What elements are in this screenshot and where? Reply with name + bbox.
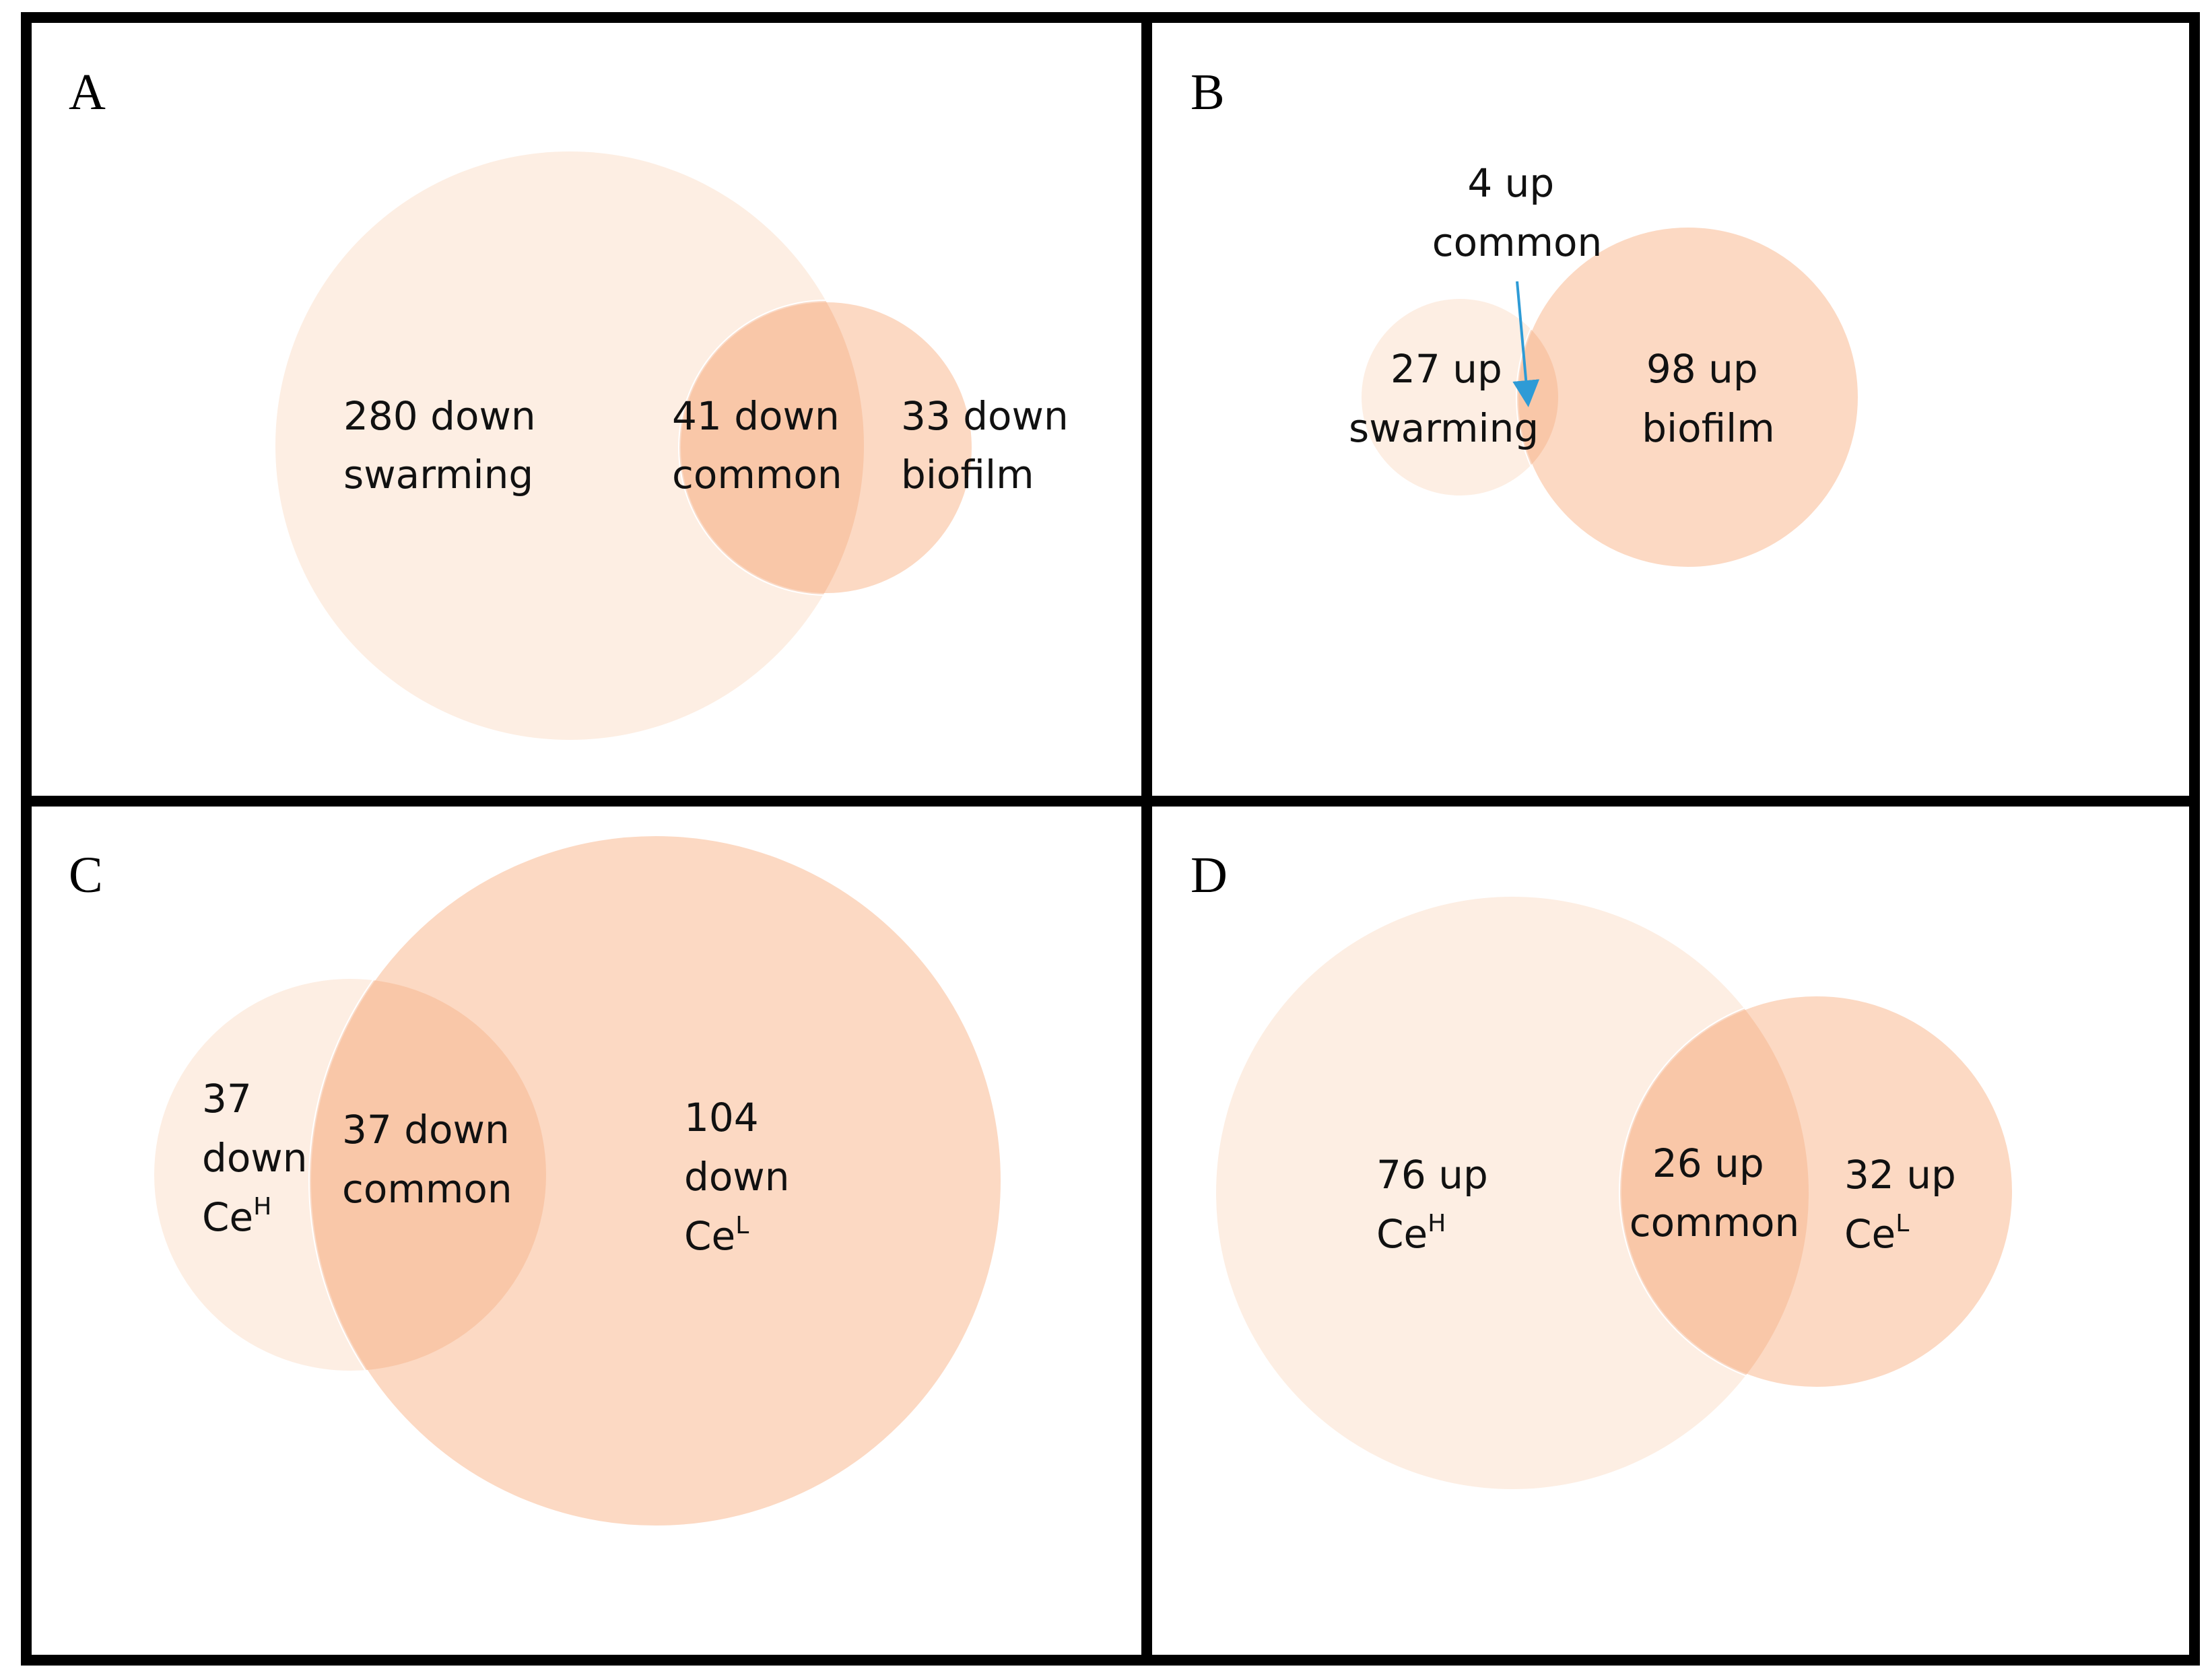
panel-b-swarming-circle [1362,299,1558,495]
panel-a-swarming-circle [275,151,864,740]
panel-b-biofilm-label: 98 up biofilm [1642,346,1775,451]
panel-d-overlap [1620,995,1809,1388]
panel-a-swarming-label: 280 down swarming [343,393,548,498]
panel-c-ceh-label: 37 down CeH [202,1076,320,1240]
panel-b-letter: B [1191,64,1225,121]
panel-a-biofilm-label: 33 down biofilm [901,393,1081,498]
panel-d-ceh-circle [1216,897,1809,1489]
panel-c-overlap [310,979,546,1371]
panel-d-letter: D [1191,847,1228,903]
panel-c-common-label: 37 down common [342,1107,522,1212]
panel-d-common-label: 26 up common [1630,1140,1800,1245]
panel-b-common-label: 4 up common [1432,160,1603,265]
panel-grid [21,12,2200,1666]
panel-d-ceh-label: 76 up CeH [1376,1152,1500,1257]
panel-a-overlap [679,301,864,594]
panel-a: A 280 down swarming 41 down common 33 do… [69,64,1081,740]
panel-d-cel-label: 32 up CeL [1844,1152,1968,1257]
panel-c-cel-label: 104 down CeL [684,1095,802,1259]
panel-b-biofilm-circle [1516,225,1861,570]
panel-a-common-label: 41 down common [672,393,852,498]
panel-b-common-arrow [1512,281,1540,407]
panel-c: C 37 down CeH 37 down common 104 down Ce… [69,833,1003,1528]
panel-b: B 4 up common 27 up swarming 98 up biofi… [1191,64,1861,570]
panel-d: D 76 up CeH 26 up common 32 up CeL [1191,847,2015,1489]
panel-c-letter: C [69,847,103,903]
panel-b-swarming-label: 27 up swarming [1349,346,1539,451]
panel-a-letter: A [69,64,106,121]
